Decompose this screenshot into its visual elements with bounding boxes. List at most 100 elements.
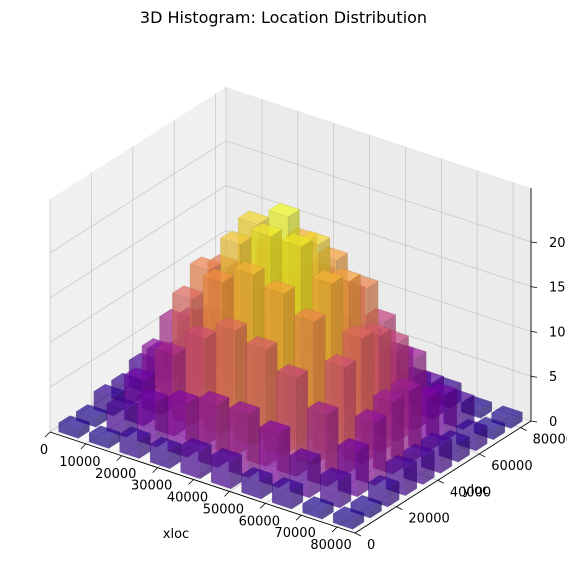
bar-top-face: [167, 389, 199, 404]
z-tick-label: 20: [549, 236, 566, 251]
bar-side-face: [374, 415, 387, 486]
x-tick-mark: [44, 431, 51, 438]
y-tick-mark: [396, 506, 403, 511]
bar-top-face: [119, 426, 151, 441]
x-tick-label: 0: [40, 443, 48, 458]
z-tick-label: 10: [549, 325, 566, 340]
axis-labels: xloc yloc: [163, 483, 489, 542]
y-tick-label: 60000: [491, 459, 532, 474]
z-tick-mark: [530, 286, 538, 289]
histogram-bar: [271, 477, 304, 510]
bar-top-face: [281, 233, 313, 248]
bar-top-face: [491, 405, 523, 420]
bar-top-face: [390, 377, 422, 392]
x-tick-mark: [295, 514, 302, 521]
tick-labels: 0100002000030000400005000060000700008000…: [40, 236, 567, 553]
bar-top-face: [228, 400, 260, 416]
bar-top-face: [420, 432, 453, 447]
x-tick-label: 40000: [167, 491, 208, 506]
x-tick-mark: [116, 455, 123, 462]
x-tick-label: 30000: [131, 479, 172, 494]
bar-top-face: [263, 280, 296, 295]
z-tick-label: 15: [549, 281, 566, 296]
histogram-bar: [119, 426, 151, 459]
bar-top-face: [88, 425, 121, 440]
bar-side-face: [309, 454, 321, 499]
bar-top-face: [149, 436, 182, 451]
bar-top-face: [324, 353, 357, 369]
y-tick-label: 80000: [533, 433, 567, 448]
y-tick-mark: [354, 532, 362, 537]
bar-top-face: [197, 390, 230, 406]
x-tick-mark: [152, 467, 158, 473]
bar-top-face: [241, 467, 273, 482]
bar-top-face: [136, 388, 169, 403]
bar-top-face: [215, 316, 248, 332]
bar-top-face: [332, 506, 365, 521]
bar-top-face: [455, 418, 488, 434]
bar-top-face: [289, 448, 321, 463]
x-tick-label: 70000: [274, 526, 315, 541]
bar-top-face: [271, 477, 304, 492]
bar-top-face: [294, 308, 326, 323]
x-tick-label: 10000: [59, 455, 100, 470]
bar-top-face: [311, 269, 344, 285]
chart-title: 3D Histogram: Location Distribution: [139, 8, 428, 27]
grid-line-z: [49, 185, 532, 298]
bar-top-face: [233, 260, 265, 276]
y-tick-label: 40000: [450, 485, 491, 500]
bar-top-face: [245, 336, 278, 351]
bar-top-face: [276, 364, 309, 379]
z-tick-label: 5: [549, 370, 557, 385]
bar-top-face: [180, 437, 212, 453]
bar-top-face: [250, 222, 283, 238]
bar-side-face: [357, 444, 369, 498]
y-tick-mark: [437, 479, 445, 484]
y-tick-mark: [479, 453, 486, 458]
bar-top-face: [403, 443, 435, 458]
histogram-bar: [149, 436, 182, 469]
histogram-bar: [88, 425, 121, 449]
grid-line-z: [49, 229, 532, 343]
bar-top-face: [58, 415, 90, 430]
axis-lines: [49, 188, 532, 534]
bar-top-face: [306, 401, 339, 416]
histogram-bar: [289, 448, 321, 499]
bar-group: [58, 202, 523, 530]
histogram-bar: [319, 467, 352, 509]
z-tick-mark: [530, 420, 538, 423]
y-tick-mark: [520, 427, 527, 431]
x-axis-line: [49, 431, 356, 534]
bar-top-face: [258, 420, 291, 435]
z-tick-mark: [530, 375, 538, 378]
histogram-bar: [337, 437, 370, 498]
x-tick-mark: [80, 443, 87, 450]
x-axis-label: xloc: [163, 527, 189, 542]
bar-top-face: [337, 437, 370, 453]
bar-top-face: [268, 202, 300, 217]
z-tick-mark: [530, 331, 538, 333]
z-tick-mark: [530, 241, 538, 244]
x-tick-mark: [331, 526, 338, 533]
histogram-bar: [491, 405, 523, 429]
histogram-bar: [58, 415, 90, 439]
histogram-bar: [180, 437, 212, 480]
histogram-bar: [350, 495, 382, 519]
x-tick-label: 80000: [310, 538, 351, 553]
y-axis-line: [354, 420, 532, 534]
bar-top-face: [367, 474, 400, 490]
bar-top-face: [385, 454, 418, 469]
x-tick-label: 50000: [203, 502, 244, 517]
bar-top-face: [342, 324, 374, 339]
bar-top-face: [302, 496, 334, 511]
y-axis-label: yloc: [463, 483, 489, 498]
bar-top-face: [350, 495, 382, 510]
bar-top-face: [210, 448, 243, 463]
bar-side-face: [248, 407, 260, 478]
histogram-bar: [241, 467, 273, 500]
bar-top-face: [355, 408, 387, 424]
y-tick-label: 0: [367, 538, 375, 553]
x-tick-mark: [260, 503, 266, 509]
x-tick-label: 60000: [239, 514, 280, 529]
